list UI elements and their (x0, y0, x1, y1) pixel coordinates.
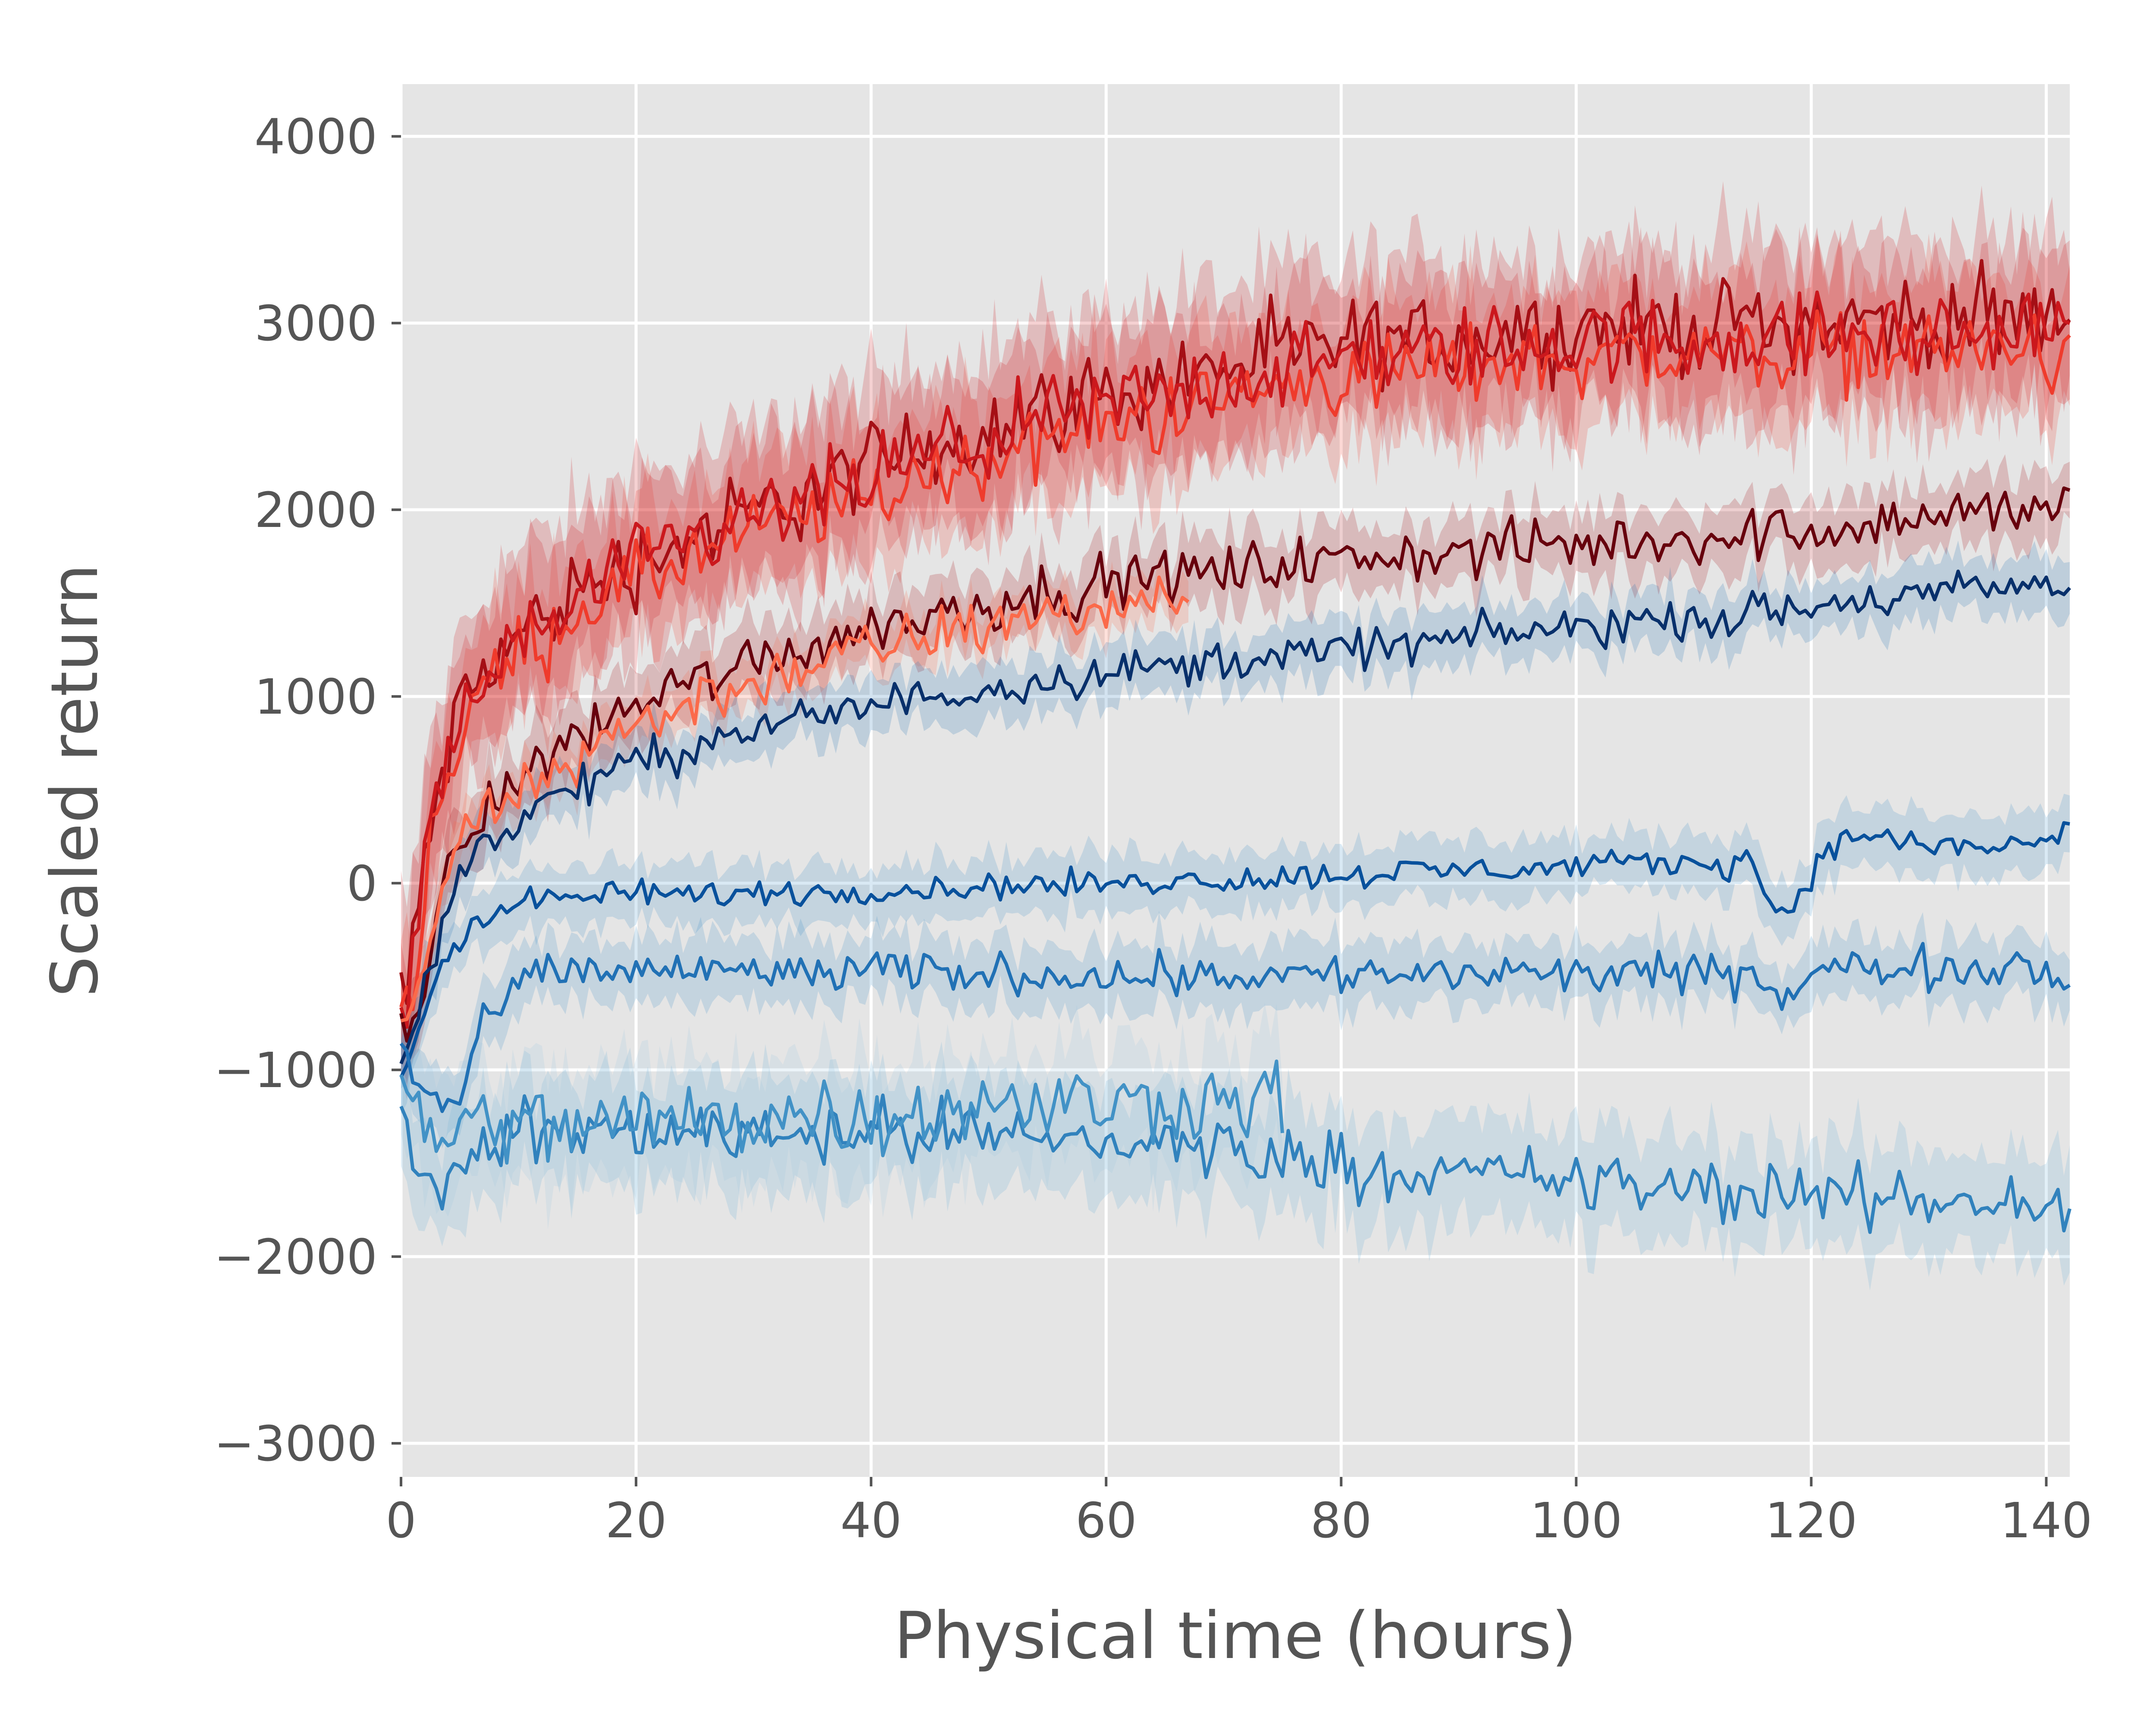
series-line-10 (399, 1059, 1284, 1165)
x-tick-label: 40 (840, 1493, 902, 1549)
x-tick-label: 80 (1310, 1493, 1372, 1549)
y-tick-label: 1000 (254, 669, 377, 725)
y-tick-label: −1000 (214, 1043, 377, 1099)
series-line-7 (399, 821, 2070, 1078)
series-line-2 (399, 309, 2071, 1011)
series-line-8 (399, 942, 2071, 1113)
series-line-5 (400, 575, 1190, 1023)
y-tick-label: 3000 (254, 296, 377, 352)
confidence-band-10 (401, 1002, 1282, 1230)
x-tick-label: 100 (1530, 1493, 1622, 1549)
plot-background (401, 84, 2070, 1477)
x-tick-label: 140 (2000, 1493, 2093, 1549)
grid (399, 84, 2070, 1477)
x-tick-label: 0 (385, 1493, 416, 1549)
x-tick-label: 60 (1075, 1493, 1137, 1549)
series-line-9 (399, 1093, 2071, 1234)
y-tick-label: 4000 (254, 109, 377, 165)
confidence-band-9 (401, 1041, 2070, 1291)
series-line-6 (399, 569, 2071, 1065)
series-lines (399, 259, 2071, 1234)
confidence-band-4 (401, 454, 2070, 1085)
confidence-band-3 (401, 221, 2070, 1080)
x-tick-label: 120 (1765, 1493, 1858, 1549)
x-axis-label: Physical time (hours) (894, 1598, 1576, 1674)
y-tick-label: −2000 (214, 1229, 377, 1285)
axis-ticks: 0 20 40 60 80 100 120 140 −3000 −2000 −1000 0 1000 20… (214, 109, 2092, 1549)
y-tick-label: −3000 (214, 1416, 377, 1472)
y-axis-label: Scaled return (38, 564, 113, 997)
x-tick-label: 20 (605, 1493, 667, 1549)
series-line-3 (399, 290, 2071, 1029)
y-tick-label: 0 (347, 856, 377, 912)
y-tick-label: 2000 (254, 483, 377, 539)
confidence-band-8 (401, 910, 2070, 1149)
series-line-4 (399, 486, 2071, 1043)
